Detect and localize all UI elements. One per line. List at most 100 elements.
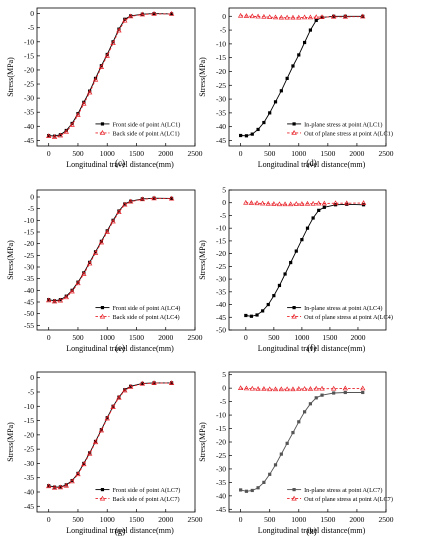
series-line-2 xyxy=(48,197,172,302)
x-tick-label: 0 xyxy=(239,515,243,524)
series-line-1 xyxy=(240,15,363,137)
data-point-triangle xyxy=(104,52,110,58)
data-point-triangle xyxy=(249,13,255,19)
y-tick-label: 0 xyxy=(30,373,34,382)
data-point-square xyxy=(76,471,80,476)
data-point-triangle xyxy=(360,385,366,391)
legend-marker xyxy=(100,488,105,492)
data-point-square xyxy=(343,14,347,18)
data-point-triangle xyxy=(81,100,87,106)
data-point-triangle xyxy=(139,380,146,386)
y-tick-label: -30 xyxy=(24,94,34,103)
data-point-triangle xyxy=(278,14,285,20)
y-tick-label: -5 xyxy=(220,397,226,406)
data-point-square xyxy=(279,89,283,93)
series-line-1 xyxy=(48,382,172,488)
data-point-triangle xyxy=(168,11,175,16)
series-line-1 xyxy=(48,13,172,137)
data-point-triangle xyxy=(290,386,296,392)
data-point-triangle xyxy=(46,483,52,489)
data-point-square xyxy=(250,132,254,136)
panel-label: (h) xyxy=(306,526,317,536)
y-tick-label: 0 xyxy=(30,193,34,202)
y-tick-label: -30 xyxy=(24,459,34,468)
data-point-square xyxy=(361,14,365,18)
data-point-square xyxy=(322,205,326,209)
data-point-square xyxy=(123,388,127,392)
y-tick-label: -45 xyxy=(216,313,226,322)
data-point-triangle xyxy=(168,380,175,385)
data-point-triangle xyxy=(301,386,308,391)
data-point-triangle xyxy=(249,385,255,391)
x-tick-label: 2000 xyxy=(158,149,173,158)
x-tick-label: 2000 xyxy=(349,149,364,158)
data-point-square xyxy=(111,404,115,408)
data-point-triangle xyxy=(261,13,267,19)
data-point-triangle xyxy=(69,121,75,127)
data-point-triangle xyxy=(261,386,267,391)
plot-frame xyxy=(36,7,196,147)
series-line-2 xyxy=(240,387,363,390)
x-tick-label: 2000 xyxy=(158,515,173,524)
legend-marker xyxy=(99,313,106,319)
data-point-square xyxy=(262,120,266,125)
data-point-square xyxy=(47,484,51,488)
data-point-triangle xyxy=(237,385,244,391)
series-line-2 xyxy=(245,202,364,205)
data-point-triangle xyxy=(110,404,116,409)
x-tick-label: 2500 xyxy=(379,515,394,524)
data-point-triangle xyxy=(127,198,134,204)
legend-marker xyxy=(100,306,105,310)
y-tick-label: 0 xyxy=(30,9,34,18)
y-tick-label: 5 xyxy=(222,370,226,379)
data-point-square xyxy=(283,272,287,276)
x-axis-title: Longitudinal travel distance(mm) xyxy=(66,344,174,353)
y-tick-label: -15 xyxy=(24,416,34,425)
data-point-square xyxy=(302,410,307,414)
data-point-triangle xyxy=(86,260,93,266)
legend-label: Front side of point A(LC1) xyxy=(112,121,180,128)
data-point-triangle xyxy=(267,386,273,392)
y-tick-label: -25 xyxy=(24,80,34,89)
data-point-triangle xyxy=(51,134,58,139)
data-point-square xyxy=(256,486,260,490)
data-point-square xyxy=(93,250,98,254)
legend-marker xyxy=(291,313,297,319)
y-axis-title: Stress(MPa) xyxy=(6,57,15,97)
y-tick-label: -25 xyxy=(216,81,226,90)
y-tick-label: -45 xyxy=(216,136,226,145)
y-tick-label: -35 xyxy=(216,287,226,296)
data-point-square xyxy=(249,314,254,318)
y-tick-label: -45 xyxy=(24,298,34,307)
y-axis-title: Stress(MPa) xyxy=(198,422,207,462)
y-tick-label: -35 xyxy=(24,473,34,482)
legend-marker xyxy=(291,130,297,135)
data-point-triangle xyxy=(299,201,305,206)
data-point-triangle xyxy=(63,129,69,134)
data-point-square xyxy=(255,313,259,317)
data-point-square xyxy=(82,100,86,104)
data-point-triangle xyxy=(259,200,266,206)
y-tick-label: -15 xyxy=(216,236,226,245)
x-tick-label: 1500 xyxy=(322,333,337,342)
x-tick-label: 1000 xyxy=(100,515,115,524)
data-point-triangle xyxy=(301,14,308,20)
y-tick-label: -5 xyxy=(28,388,34,397)
data-point-triangle xyxy=(51,298,58,304)
plot-frame xyxy=(36,189,196,331)
x-tick-label: 1000 xyxy=(100,149,115,158)
plot-frame xyxy=(36,371,196,513)
y-axis-title: Stress(MPa) xyxy=(198,57,207,97)
y-tick-label: -40 xyxy=(216,491,226,500)
data-point-square xyxy=(52,299,57,303)
data-point-square xyxy=(76,280,80,284)
legend-label: Front side of point A(LC4) xyxy=(112,305,180,312)
series-line-2 xyxy=(48,382,172,489)
panel-label: (c) xyxy=(115,158,125,168)
data-point-triangle xyxy=(51,484,58,490)
y-tick-label: -40 xyxy=(24,488,34,497)
legend-label: Back side of point A(LC4) xyxy=(112,314,179,321)
data-point-square xyxy=(99,64,103,68)
data-point-square xyxy=(70,478,74,483)
x-tick-label: 2000 xyxy=(350,333,365,342)
